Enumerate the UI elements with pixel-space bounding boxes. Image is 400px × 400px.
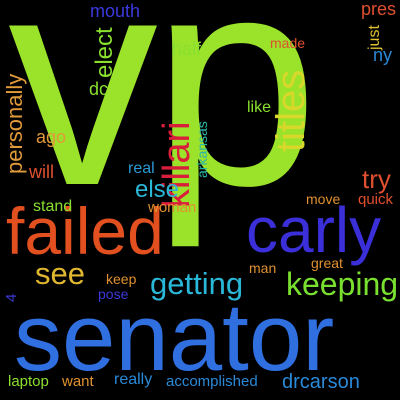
word-great: great: [311, 255, 343, 271]
word-try: try: [362, 164, 391, 194]
word-failed: failed: [6, 194, 164, 268]
word-want: want: [62, 373, 94, 390]
word-senator: senator: [14, 284, 335, 391]
word-elect: elect: [91, 27, 118, 78]
word-move: move: [306, 191, 341, 207]
word-really: really: [114, 371, 153, 388]
word-dc: dc: [89, 79, 109, 99]
word-will: will: [29, 162, 54, 182]
word-getting: getting: [150, 266, 244, 301]
word-man: man: [249, 260, 277, 276]
word-drcarson: drcarson: [282, 371, 360, 393]
word-real: real: [128, 160, 155, 177]
word-else: else: [135, 176, 180, 203]
word-4: 4: [3, 293, 20, 302]
word-half: half: [172, 39, 202, 59]
word-stand: stand: [33, 198, 73, 215]
word-made: made: [270, 35, 306, 51]
word-laptop: laptop: [8, 373, 49, 390]
word-arkansas: arkansas: [194, 121, 210, 178]
word-accomplished: accomplished: [166, 373, 258, 390]
word-woman: woman: [148, 199, 197, 216]
word-pres: pres: [361, 0, 397, 19]
word-personally: personally: [2, 73, 27, 174]
word-ago: ago: [36, 127, 67, 147]
word-ny: ny: [373, 45, 393, 65]
word-mouth: mouth: [90, 1, 141, 21]
word-pose: pose: [98, 286, 129, 302]
word-vp: vp: [8, 0, 319, 248]
word-titles: titles: [269, 69, 313, 152]
word-quick: quick: [358, 191, 394, 208]
word-like: like: [247, 99, 272, 116]
word-keeping: keeping: [286, 266, 399, 302]
word-keep: keep: [106, 271, 137, 287]
word-carly: carly: [246, 194, 382, 266]
word-see: see: [35, 256, 85, 291]
